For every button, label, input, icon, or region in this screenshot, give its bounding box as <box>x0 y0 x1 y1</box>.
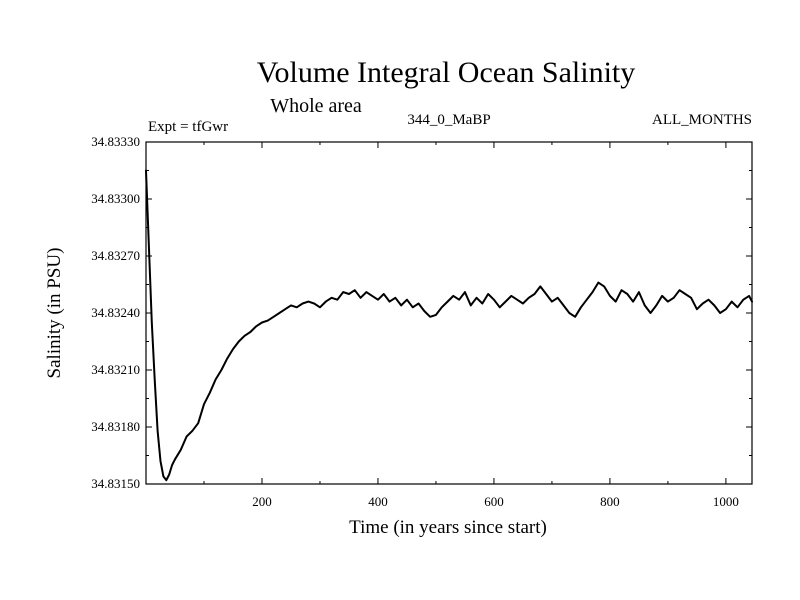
y-tick-label: 34.83150 <box>91 476 140 491</box>
y-tick-label: 34.83330 <box>91 134 140 149</box>
annotation-experiment: Expt = tfGwr <box>148 119 228 135</box>
chart-subtitle: Whole area <box>270 95 362 117</box>
annotation-run-id: 344_0_MaBP <box>407 112 490 128</box>
x-tick-label: 600 <box>484 494 504 509</box>
y-tick-label: 34.83180 <box>91 419 140 434</box>
series-line-salinity <box>145 169 753 482</box>
y-tick-label: 34.83240 <box>91 305 140 320</box>
y-tick-label: 34.83300 <box>91 191 140 206</box>
y-tick-label: 34.83210 <box>91 362 140 377</box>
x-tick-label: 1000 <box>713 494 739 509</box>
x-axis-label: Time (in years since start) <box>349 517 547 538</box>
plot-area <box>145 141 753 485</box>
plot-frame <box>145 141 753 485</box>
y-axis: 34.83150 34.83180 34.83210 34.83240 34.83270… <box>91 134 752 491</box>
x-tick-label: 200 <box>252 494 272 509</box>
x-axis: 200 400 600 800 1000 <box>203 142 739 509</box>
x-tick-label: 400 <box>368 494 388 509</box>
x-tick-label: 800 <box>600 494 620 509</box>
y-tick-label: 34.83270 <box>91 248 140 263</box>
chart-title: Volume Integral Ocean Salinity <box>257 56 636 89</box>
annotation-months: ALL_MONTHS <box>652 112 752 128</box>
y-axis-label: Salinity (in PSU) <box>44 248 65 379</box>
